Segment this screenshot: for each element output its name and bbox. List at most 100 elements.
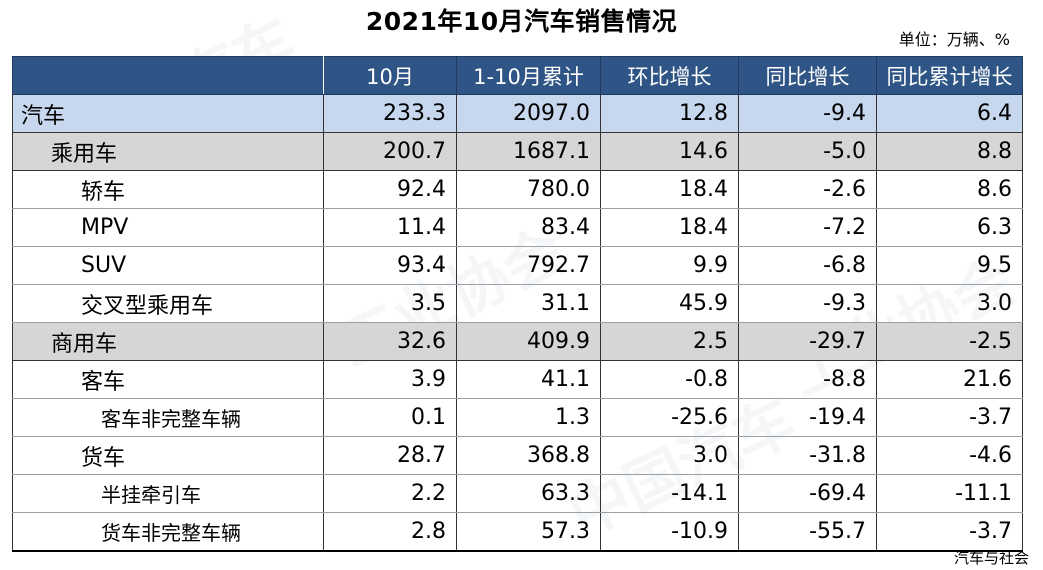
cell-yoy-ytd-growth: 9.5: [876, 246, 1023, 285]
cell-ytd: 368.8: [456, 436, 601, 475]
header-mom-growth: 环比增长: [600, 56, 739, 95]
header-yoy-growth: 同比增长: [738, 56, 877, 95]
cell-yoy-ytd-growth: -3.7: [876, 512, 1023, 552]
table-row: 客车 3.9 41.1 -0.8 -8.8 21.6: [12, 360, 1023, 399]
cell-mom-growth: 12.8: [600, 94, 739, 133]
cell-yoy-growth: -31.8: [738, 436, 877, 475]
cell-yoy-growth: -7.2: [738, 208, 877, 247]
table-row: SUV 93.4 792.7 9.9 -6.8 9.5: [12, 246, 1023, 285]
header-month: 10月: [323, 56, 457, 95]
cell-yoy-growth: -9.3: [738, 284, 877, 323]
cell-ytd: 780.0: [456, 170, 601, 209]
header-yoy-ytd-growth: 同比累计增长: [876, 56, 1023, 95]
category-label: 商用车: [51, 331, 118, 357]
row-category: 汽车: [12, 94, 324, 133]
cell-mom-growth: 18.4: [600, 208, 739, 247]
cell-month: 0.1: [323, 398, 457, 437]
cell-month: 32.6: [323, 322, 457, 361]
category-label: 乘用车: [51, 141, 118, 167]
category-label: 轿车: [81, 179, 126, 205]
cell-yoy-growth: -5.0: [738, 132, 877, 171]
category-label: 客车: [81, 369, 126, 395]
cell-yoy-growth: -2.6: [738, 170, 877, 209]
cell-mom-growth: 2.5: [600, 322, 739, 361]
row-category: MPV: [12, 208, 324, 247]
cell-ytd: 1687.1: [456, 132, 601, 171]
cell-mom-growth: -10.9: [600, 512, 739, 552]
table-row: 客车非完整车辆 0.1 1.3 -25.6 -19.4 -3.7: [12, 398, 1023, 437]
table-row: MPV 11.4 83.4 18.4 -7.2 6.3: [12, 208, 1023, 247]
row-category: SUV: [12, 246, 324, 285]
row-category: 客车非完整车辆: [12, 398, 324, 437]
cell-month: 200.7: [323, 132, 457, 171]
row-category: 半挂牵引车: [12, 474, 324, 513]
category-label: 客车非完整车辆: [101, 407, 241, 431]
sales-table: 10月 1-10月累计 环比增长 同比增长 同比累计增长 汽车 233.3 2097…: [12, 56, 1023, 552]
table-row: 货车 28.7 368.8 3.0 -31.8 -4.6: [12, 436, 1023, 475]
cell-month: 2.8: [323, 512, 457, 552]
cell-ytd: 792.7: [456, 246, 601, 285]
cell-yoy-growth: -55.7: [738, 512, 877, 552]
cell-mom-growth: 18.4: [600, 170, 739, 209]
cell-mom-growth: 3.0: [600, 436, 739, 475]
cell-yoy-ytd-growth: -3.7: [876, 398, 1023, 437]
page-title: 2021年10月汽车销售情况: [365, 7, 678, 36]
table-row: 半挂牵引车 2.2 63.3 -14.1 -69.4 -11.1: [12, 474, 1023, 513]
row-category: 交叉型乘用车: [12, 284, 324, 323]
cell-ytd: 57.3: [456, 512, 601, 552]
cell-mom-growth: 14.6: [600, 132, 739, 171]
cell-yoy-growth: -9.4: [738, 94, 877, 133]
table-row: 商用车 32.6 409.9 2.5 -29.7 -2.5: [12, 322, 1023, 361]
cell-month: 233.3: [323, 94, 457, 133]
cell-ytd: 83.4: [456, 208, 601, 247]
cell-ytd: 409.9: [456, 322, 601, 361]
cell-yoy-growth: -6.8: [738, 246, 877, 285]
row-category: 商用车: [12, 322, 324, 361]
cell-yoy-ytd-growth: 6.4: [876, 94, 1023, 133]
cell-yoy-ytd-growth: -2.5: [876, 322, 1023, 361]
category-label: 汽车: [21, 103, 66, 129]
cell-ytd: 31.1: [456, 284, 601, 323]
cell-yoy-ytd-growth: 8.8: [876, 132, 1023, 171]
cell-month: 93.4: [323, 246, 457, 285]
cell-yoy-ytd-growth: -11.1: [876, 474, 1023, 513]
cell-ytd: 2097.0: [456, 94, 601, 133]
cell-ytd: 41.1: [456, 360, 601, 399]
source-credit: 汽车与社会: [953, 549, 1029, 567]
row-category: 货车非完整车辆: [12, 512, 324, 552]
table-header-row: 10月 1-10月累计 环比增长 同比增长 同比累计增长: [12, 56, 1023, 95]
category-label: SUV: [81, 253, 127, 278]
cell-yoy-ytd-growth: 6.3: [876, 208, 1023, 247]
category-label: 货车: [81, 445, 126, 471]
cell-month: 3.5: [323, 284, 457, 323]
cell-mom-growth: 45.9: [600, 284, 739, 323]
header-ytd: 1-10月累计: [456, 56, 601, 95]
cell-month: 92.4: [323, 170, 457, 209]
header-category: [12, 56, 324, 95]
cell-mom-growth: -25.6: [600, 398, 739, 437]
category-label: 交叉型乘用车: [81, 293, 214, 319]
cell-mom-growth: -14.1: [600, 474, 739, 513]
cell-yoy-ytd-growth: -4.6: [876, 436, 1023, 475]
table-row: 乘用车 200.7 1687.1 14.6 -5.0 8.8: [12, 132, 1023, 171]
cell-month: 28.7: [323, 436, 457, 475]
unit-label: 单位：万辆、%: [898, 30, 1010, 49]
cell-ytd: 63.3: [456, 474, 601, 513]
cell-month: 2.2: [323, 474, 457, 513]
cell-yoy-growth: -29.7: [738, 322, 877, 361]
category-label: MPV: [81, 215, 129, 240]
table-row: 货车非完整车辆 2.8 57.3 -10.9 -55.7 -3.7: [12, 512, 1023, 552]
cell-yoy-ytd-growth: 8.6: [876, 170, 1023, 209]
cell-ytd: 1.3: [456, 398, 601, 437]
row-category: 轿车: [12, 170, 324, 209]
category-label: 货车非完整车辆: [101, 521, 241, 545]
table-row: 轿车 92.4 780.0 18.4 -2.6 8.6: [12, 170, 1023, 209]
row-category: 乘用车: [12, 132, 324, 171]
row-category: 货车: [12, 436, 324, 475]
cell-yoy-growth: -69.4: [738, 474, 877, 513]
cell-yoy-ytd-growth: 21.6: [876, 360, 1023, 399]
cell-mom-growth: 9.9: [600, 246, 739, 285]
cell-mom-growth: -0.8: [600, 360, 739, 399]
cell-yoy-growth: -8.8: [738, 360, 877, 399]
cell-yoy-ytd-growth: 3.0: [876, 284, 1023, 323]
